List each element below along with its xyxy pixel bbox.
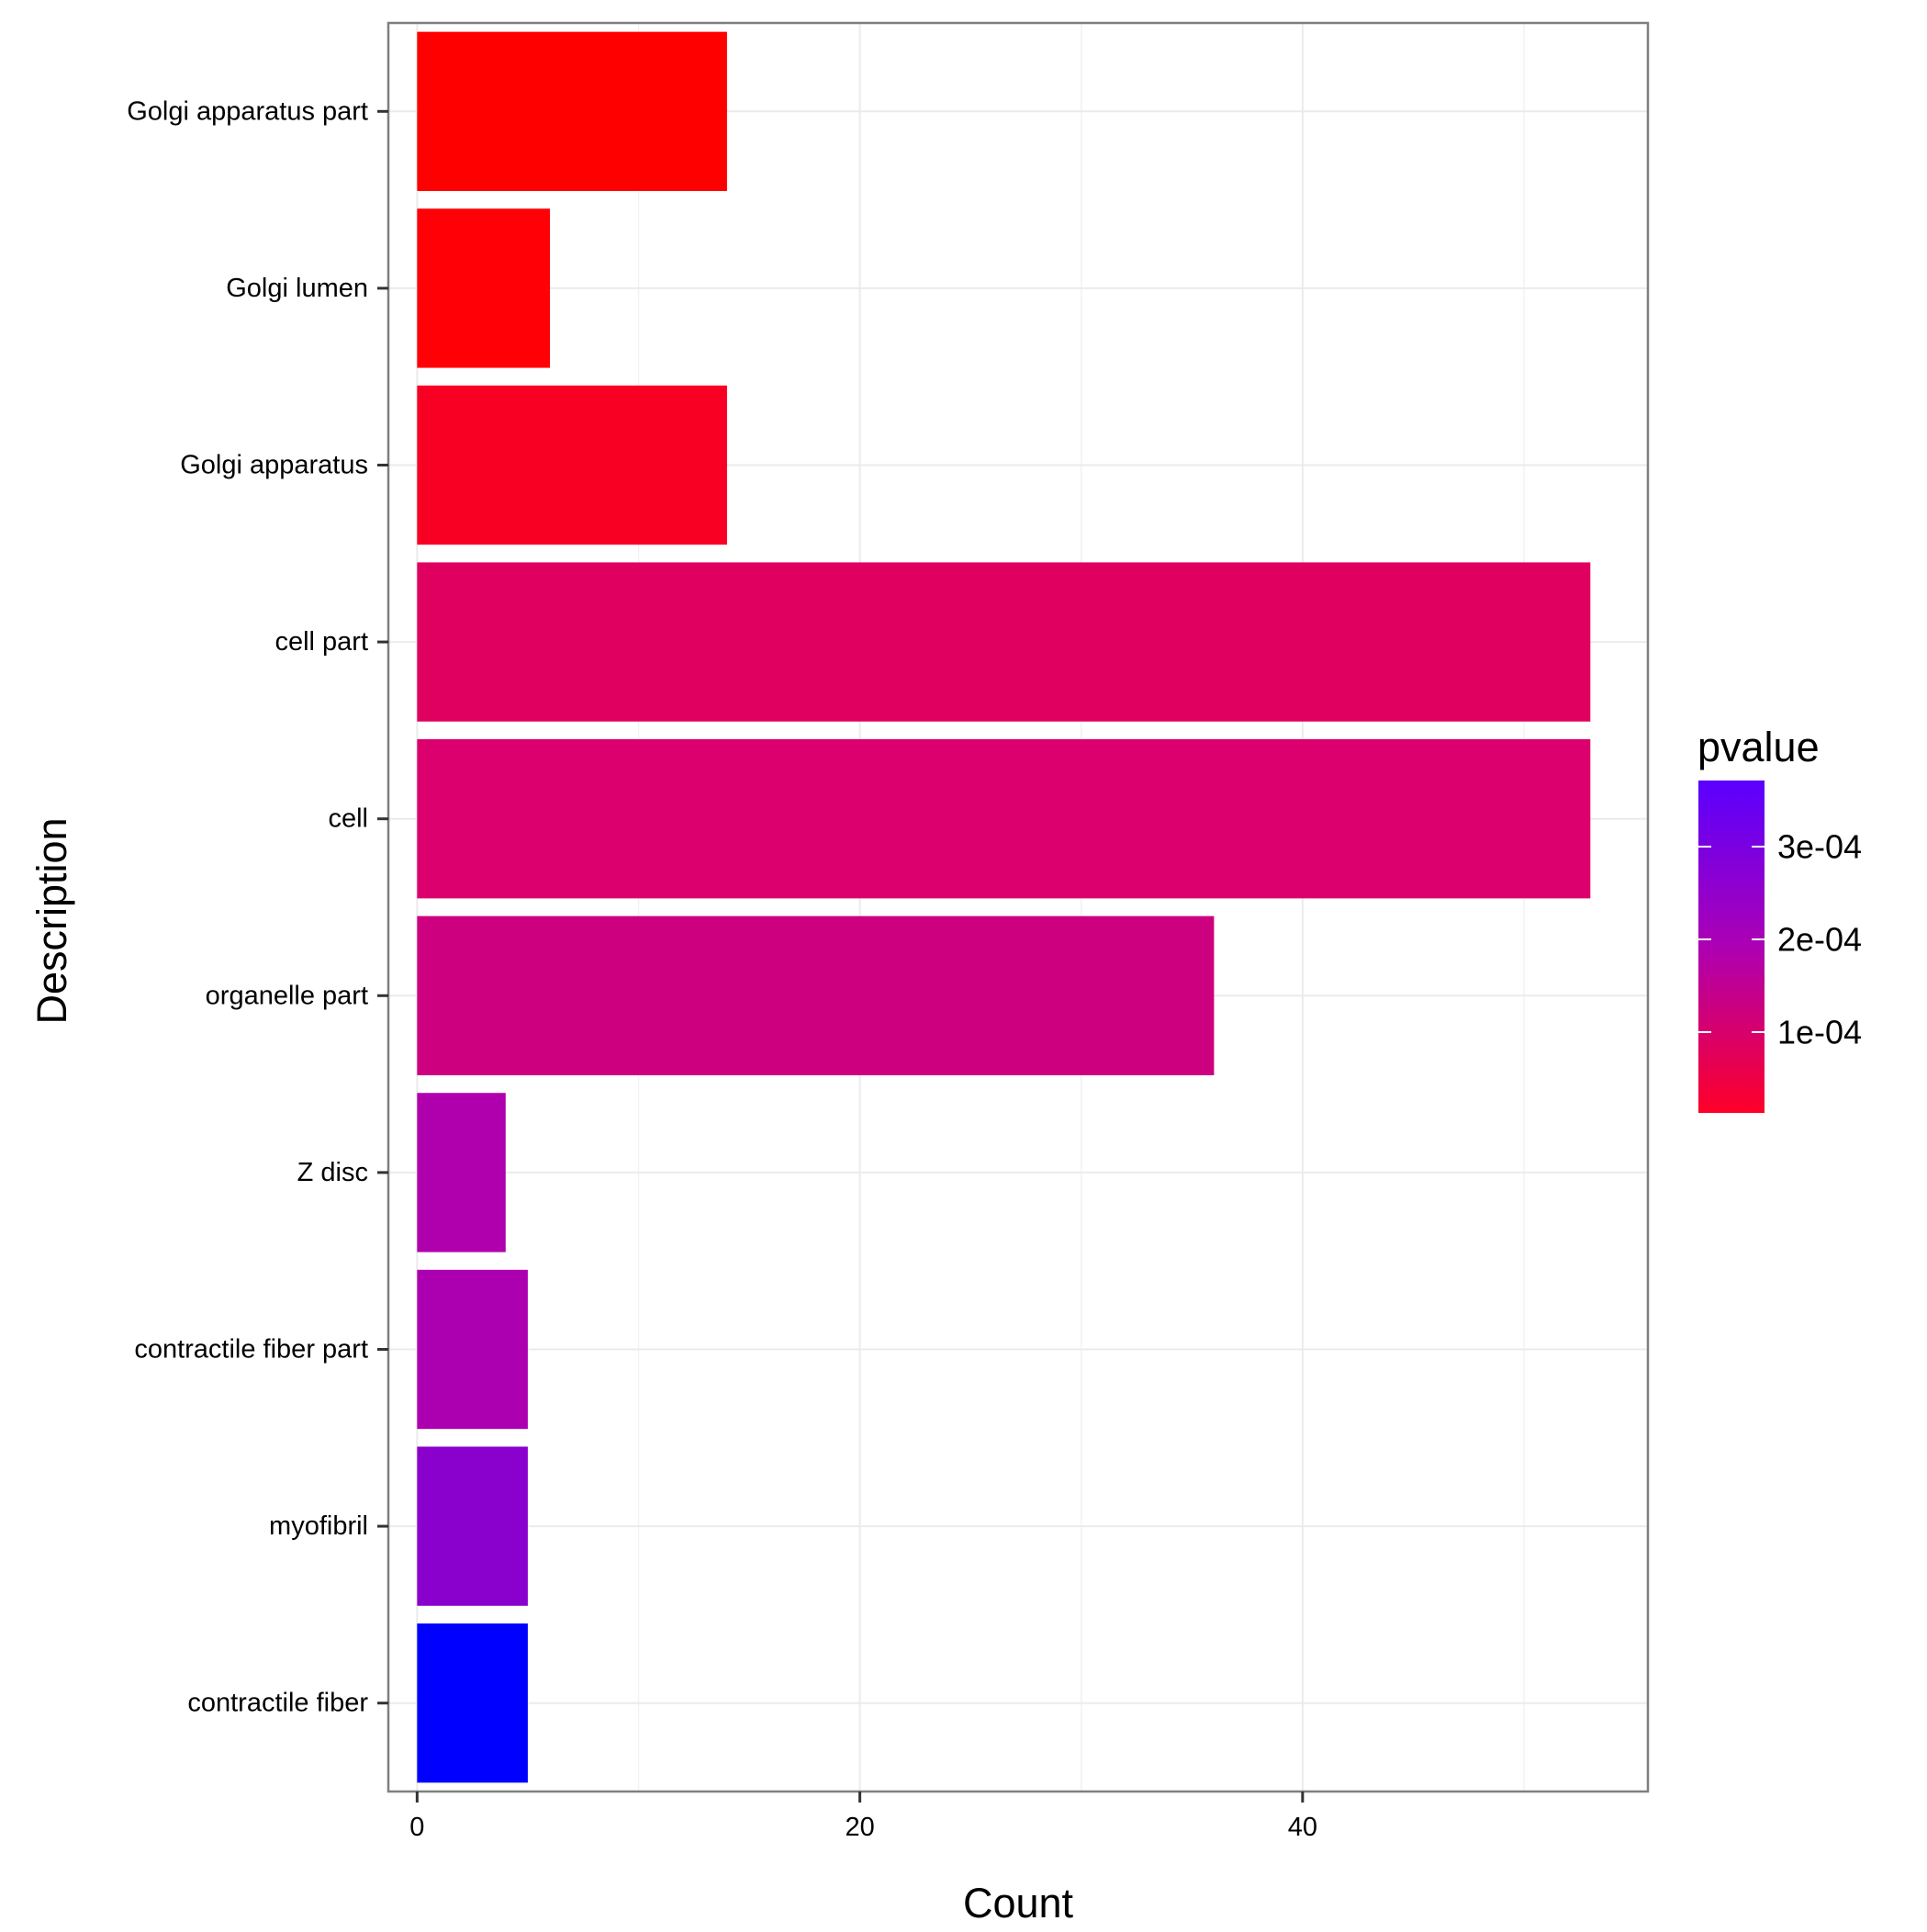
y-axis-ticks: Golgi apparatus part Golgi lumen Golgi app… bbox=[127, 96, 388, 1718]
bar bbox=[417, 208, 551, 368]
bar bbox=[417, 385, 727, 545]
y-tick-label: Golgi apparatus part bbox=[127, 96, 368, 126]
x-tick-label: 40 bbox=[1288, 1813, 1317, 1842]
bar bbox=[417, 31, 727, 191]
bar bbox=[417, 915, 1215, 1075]
y-tick-label: myofibril bbox=[269, 1511, 368, 1541]
panel-border bbox=[387, 21, 1650, 1793]
bar bbox=[417, 562, 1591, 722]
bar bbox=[417, 739, 1591, 899]
x-tick-label: 20 bbox=[845, 1813, 874, 1842]
x-tick-label: 0 bbox=[409, 1813, 424, 1842]
bar bbox=[417, 1446, 528, 1606]
bars bbox=[417, 31, 1591, 1783]
y-axis-title: Description bbox=[28, 817, 75, 1024]
legend-tick-label: 3e-04 bbox=[1777, 828, 1862, 866]
y-tick-label: Z disc bbox=[297, 1158, 368, 1187]
bar bbox=[417, 1093, 506, 1252]
x-axis-title: Count bbox=[963, 1880, 1074, 1926]
legend-ticks: 3e-04 2e-04 1e-04 bbox=[1698, 828, 1862, 1051]
x-axis-ticks: 0 20 40 bbox=[409, 1792, 1317, 1842]
bar bbox=[417, 1623, 528, 1783]
legend-title: pvalue bbox=[1697, 724, 1820, 770]
bar bbox=[417, 1269, 528, 1430]
legend: pvalue 3e-04 2e-04 1e-04 bbox=[1697, 724, 1862, 1113]
legend-tick-label: 1e-04 bbox=[1777, 1014, 1862, 1051]
y-tick-label: organelle part bbox=[206, 981, 368, 1010]
y-tick-label: Golgi apparatus bbox=[180, 451, 368, 480]
y-tick-label: cell part bbox=[274, 627, 368, 657]
minor-gridlines bbox=[637, 23, 1525, 1792]
panel-background bbox=[388, 23, 1648, 1792]
legend-colorbar bbox=[1698, 781, 1765, 1113]
y-tick-label: contractile fiber bbox=[187, 1689, 368, 1718]
y-tick-label: contractile fiber part bbox=[134, 1335, 368, 1365]
y-tick-label: cell bbox=[328, 804, 368, 834]
y-tick-label: Golgi lumen bbox=[226, 274, 368, 303]
legend-tick-label: 2e-04 bbox=[1777, 921, 1862, 959]
